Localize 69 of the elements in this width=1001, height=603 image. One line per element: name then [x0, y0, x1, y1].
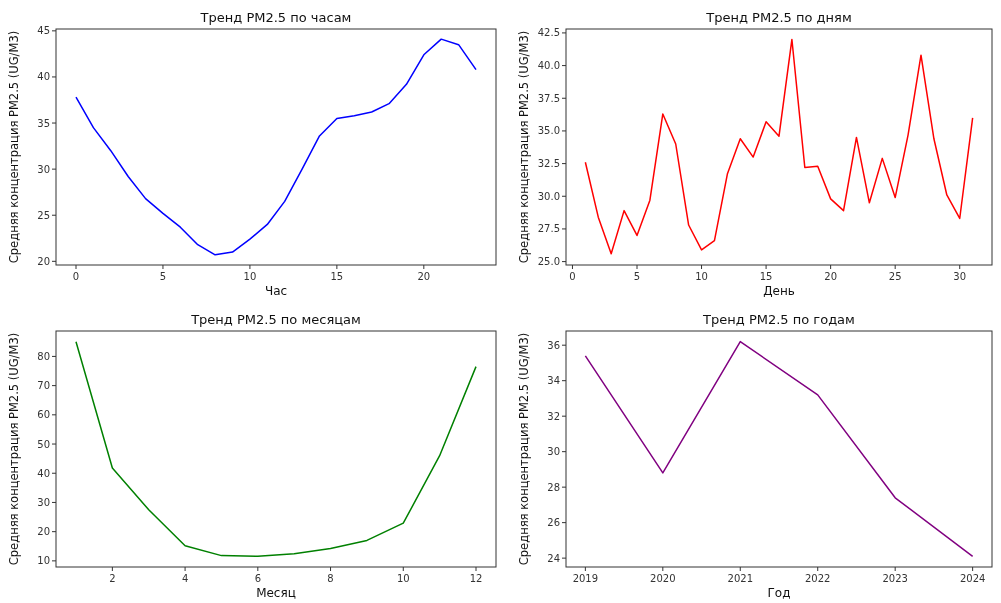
- x-tick-label: 15: [330, 271, 344, 282]
- line-series: [75, 38, 477, 256]
- y-tick-label: 60: [37, 409, 50, 421]
- x-tick-label: 2: [109, 573, 116, 584]
- y-tick-label: 26: [547, 517, 560, 529]
- chart-title: Тренд PM2.5 по дням: [705, 10, 852, 25]
- y-tick-label: 27.5: [537, 223, 560, 235]
- x-tick-label: 2021: [727, 573, 753, 584]
- x-tick-label: 0: [72, 271, 80, 282]
- x-tick-label: 5: [159, 271, 167, 282]
- x-tick-label: 4: [181, 573, 189, 584]
- y-tick-label: 20: [37, 255, 50, 267]
- y-tick-label: 40: [37, 467, 50, 479]
- y-tick-label: 40: [37, 71, 50, 83]
- y-axis-title: Средняя концентрация PM2.5 (UG/M3): [517, 332, 531, 566]
- x-axis-title: День: [763, 284, 795, 298]
- x-axis-title: Час: [264, 284, 288, 298]
- y-tick-label: 37.5: [537, 92, 560, 104]
- y-axis-title: Средняя концентрация PM2.5 (UG/M3): [7, 30, 21, 264]
- x-tick-label: 5: [633, 271, 641, 282]
- x-tick-label: 2019: [572, 573, 599, 584]
- x-tick-label: 2023: [882, 573, 908, 584]
- y-tick-label: 25: [37, 209, 50, 221]
- y-tick-label: 25.0: [537, 256, 560, 268]
- y-tick-label: 32.5: [537, 158, 560, 170]
- y-tick-label: 28: [547, 481, 560, 493]
- y-tick-label: 30: [547, 446, 560, 458]
- x-axis-title: Месяц: [256, 586, 296, 600]
- y-tick-label: 34: [547, 375, 560, 387]
- y-tick-label: 10: [37, 555, 50, 567]
- x-tick-label: 10: [695, 271, 708, 282]
- x-tick-label: 6: [254, 573, 262, 584]
- x-tick-label: 20: [824, 271, 837, 282]
- y-tick-label: 45: [37, 25, 50, 37]
- y-axis-title: Средняя концентрация PM2.5 (UG/M3): [517, 30, 531, 264]
- x-axis-title: Год: [767, 586, 791, 600]
- y-tick-label: 24: [547, 552, 560, 564]
- x-tick-label: 15: [759, 271, 773, 282]
- x-tick-label: 8: [327, 573, 334, 584]
- x-tick-label: 25: [888, 271, 902, 282]
- y-tick-label: 35: [37, 117, 50, 129]
- y-tick-label: 30.0: [537, 190, 560, 202]
- x-tick-label: 2020: [650, 573, 676, 584]
- chart-title: Тренд PM2.5 по часам: [199, 10, 352, 25]
- x-tick-label: 10: [243, 271, 257, 282]
- y-tick-label: 50: [37, 438, 50, 450]
- y-tick-label: 36: [547, 339, 560, 351]
- x-tick-label: 12: [469, 573, 483, 584]
- y-tick-label: 30: [37, 163, 50, 175]
- y-tick-label: 20: [37, 526, 50, 538]
- x-tick-label: 10: [396, 573, 410, 584]
- x-tick-label: 30: [953, 271, 967, 282]
- y-tick-label: 35.0: [537, 125, 560, 137]
- y-tick-label: 70: [37, 380, 50, 392]
- chart-title: Тренд PM2.5 по месяцам: [190, 312, 361, 327]
- y-tick-label: 42.5: [537, 27, 560, 39]
- x-tick-label: 2022: [805, 573, 831, 584]
- line-series: [75, 341, 477, 557]
- line-series: [584, 38, 974, 255]
- chart-title: Тренд PM2.5 по годам: [702, 312, 855, 327]
- x-tick-label: 20: [417, 271, 431, 282]
- y-axis-title: Средняя концентрация PM2.5 (UG/M3): [7, 332, 21, 566]
- y-tick-label: 80: [37, 350, 50, 362]
- x-tick-label: 0: [569, 271, 576, 282]
- line-series: [584, 340, 974, 558]
- y-tick-label: 32: [547, 410, 560, 422]
- y-tick-label: 40.0: [537, 60, 560, 72]
- x-tick-label: 2024: [959, 573, 986, 584]
- y-tick-label: 30: [37, 496, 50, 508]
